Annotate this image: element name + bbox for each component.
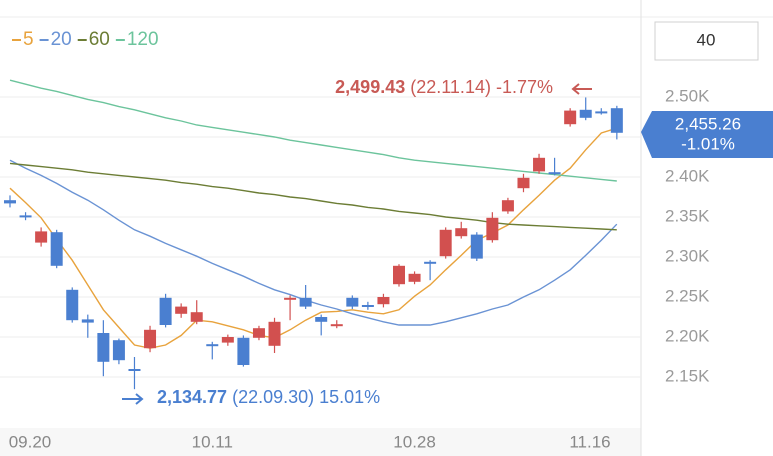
candle-body bbox=[206, 344, 219, 347]
zoom-box[interactable] bbox=[654, 21, 759, 61]
last-price: 2,455.26 bbox=[675, 114, 741, 133]
candle-body bbox=[112, 340, 125, 361]
y-tick-label: 2.30K bbox=[665, 246, 710, 265]
candle-body bbox=[533, 157, 546, 172]
candle-body bbox=[361, 305, 374, 307]
candle-body bbox=[315, 317, 328, 322]
ma-line bbox=[9, 79, 617, 182]
y-tick-label: 2.25K bbox=[665, 286, 710, 305]
candle-body bbox=[408, 273, 421, 282]
ma-line bbox=[9, 127, 618, 349]
low-detail: (22.09.30) 15.01% bbox=[232, 387, 380, 407]
high-arrow bbox=[571, 83, 592, 95]
candle-body bbox=[284, 297, 297, 300]
candle-body bbox=[564, 110, 577, 125]
candle-body bbox=[393, 265, 405, 285]
x-axis-band bbox=[0, 428, 641, 456]
y-tick-label: 2.15K bbox=[665, 366, 710, 385]
candle-body bbox=[221, 337, 234, 343]
ma-line bbox=[9, 159, 618, 326]
high-detail: (22.11.14) -1.77% bbox=[410, 77, 553, 97]
candle-body bbox=[579, 109, 592, 118]
candle-body bbox=[424, 261, 437, 264]
candle-body bbox=[50, 232, 63, 266]
y-tick-label: 2.40K bbox=[665, 166, 710, 185]
candle-body bbox=[548, 172, 561, 175]
candle-body bbox=[237, 337, 250, 365]
candle-body bbox=[346, 297, 359, 307]
y-tick-label: 2.50K bbox=[665, 86, 710, 105]
x-tick-label: 10.11 bbox=[192, 432, 233, 451]
candle-body bbox=[595, 111, 608, 114]
low-arrow bbox=[122, 393, 144, 405]
candle-body bbox=[4, 200, 16, 204]
candle-body bbox=[252, 328, 265, 338]
zoom-value[interactable]: 40 bbox=[697, 30, 716, 49]
candle-body bbox=[330, 324, 343, 327]
y-tick-label: 2.35K bbox=[665, 206, 710, 225]
x-tick-label: 09.20 bbox=[9, 432, 52, 451]
candle-body bbox=[377, 297, 390, 305]
candle-body bbox=[35, 231, 48, 243]
candle-body bbox=[268, 321, 281, 346]
candle-body bbox=[66, 289, 79, 321]
candle-body bbox=[455, 228, 468, 237]
legend-label: 5 bbox=[23, 29, 34, 50]
low-annotation: 2,134.77 (22.09.30) 15.01% bbox=[157, 387, 380, 407]
candle-body bbox=[190, 312, 203, 322]
last-price-box bbox=[641, 111, 773, 158]
candle-body bbox=[517, 177, 530, 189]
last-change: -1.01% bbox=[681, 134, 735, 153]
candle-body bbox=[486, 217, 499, 241]
candle-body bbox=[97, 333, 110, 362]
candle-body bbox=[19, 215, 32, 218]
ma-line bbox=[9, 162, 617, 231]
candle-body bbox=[81, 319, 94, 323]
candle-body bbox=[501, 200, 514, 212]
candle-body bbox=[144, 329, 157, 349]
high-price: 2,499.43 bbox=[335, 77, 405, 97]
y-tick-label: 2.20K bbox=[665, 326, 710, 345]
candle-body bbox=[470, 234, 483, 259]
candle-body bbox=[610, 108, 623, 133]
legend-label: 20 bbox=[51, 29, 72, 50]
candle-body bbox=[175, 306, 188, 314]
legend-label: 120 bbox=[127, 29, 159, 50]
x-tick-label: 11.16 bbox=[569, 432, 610, 451]
candle-body bbox=[439, 229, 452, 257]
candle-body bbox=[299, 297, 312, 307]
low-price: 2,134.77 bbox=[157, 387, 227, 407]
x-tick-label: 10.28 bbox=[393, 432, 436, 451]
legend-label: 60 bbox=[89, 29, 110, 50]
candle-body bbox=[159, 297, 172, 325]
candle-body bbox=[128, 369, 141, 371]
high-annotation: 2,499.43 (22.11.14) -1.77% bbox=[335, 77, 553, 97]
